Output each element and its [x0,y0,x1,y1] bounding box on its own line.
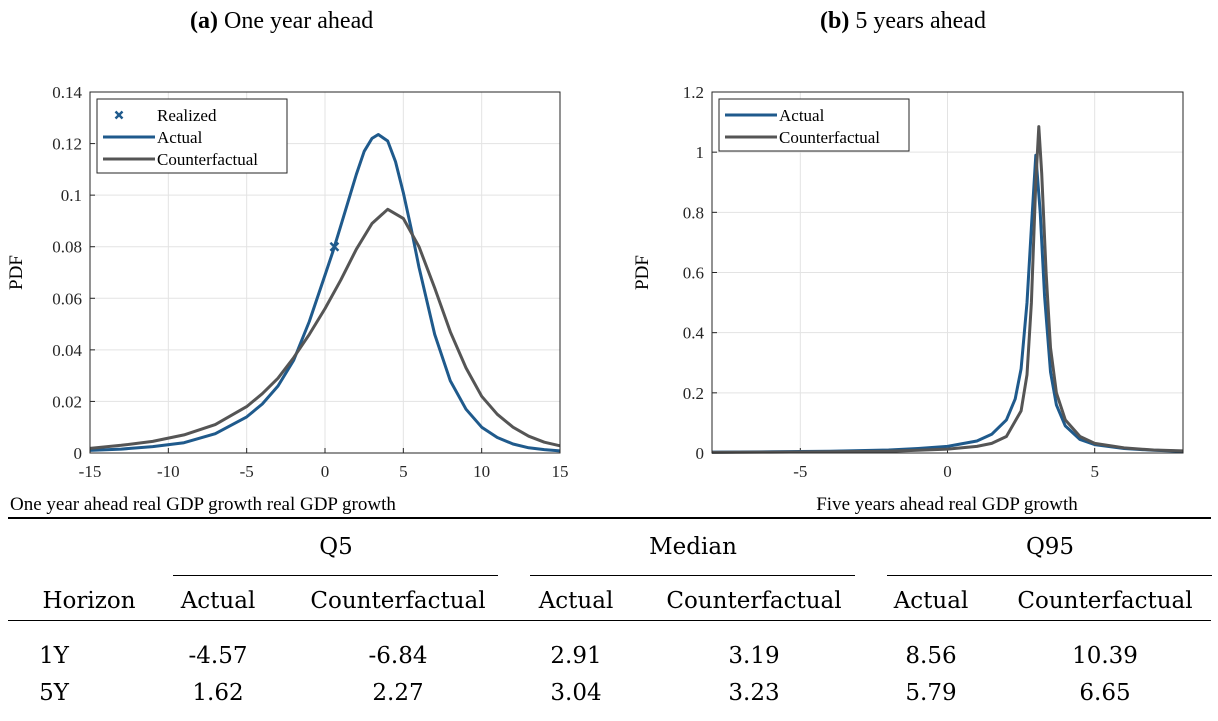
y-tick-label: 0.14 [52,83,82,102]
y-tick-label: 0.1 [61,186,82,205]
plot-frame [89,91,561,454]
x-tick-label: 10 [473,462,490,481]
y-tick-label: 0.04 [52,341,82,360]
y-tick-label: 0.06 [52,289,82,308]
y-tick-label: 0 [74,444,83,463]
table-cell: 3.23 [728,680,780,706]
y-tick-label: 0.6 [683,264,704,283]
table-cell: 3.19 [728,643,780,669]
table-cell: 1Y [39,643,69,669]
table-cell: 2.91 [550,643,602,669]
group-header-q95: Q95 [1025,534,1075,560]
x-tick-label: 0 [943,462,952,481]
y-tick-label: 0.4 [683,324,705,343]
x-tick-label: -5 [240,462,254,481]
series-line-counterfactual [711,125,1184,454]
table-top-rule [8,517,1211,519]
charts-canvas: -15 -10 -5 0 5 10 1500.020.040.060.080.10.120.… [6,83,1184,515]
x-axis-label: One year ahead real GDP growth real GDP … [10,494,396,515]
column-header: Counterfactual [1017,588,1193,614]
y-tick-label: 0 [696,444,705,463]
legend-label: Actual [779,106,825,125]
group-header-q5: Q5 [319,534,353,560]
group-rule-q5 [173,575,498,576]
group-header-median: Median [649,534,737,560]
y-tick-label: 0.08 [52,238,82,257]
table-cell: 3.04 [550,680,602,706]
panel-a-title: (a) One year ahead [190,8,373,35]
table-cell: -4.57 [188,643,248,669]
legend-label: Counterfactual [157,150,258,169]
y-axis-label: PDF [632,255,653,290]
table-cell: 5Y [39,680,69,706]
group-rule-q95 [887,575,1212,576]
x-tick-label: 5 [1090,462,1099,481]
panel-a-letter: (a) [190,8,218,34]
series-line-actual [89,133,561,453]
column-header: Counterfactual [310,588,486,614]
table-cell: 1.62 [192,680,244,706]
x-axis-label: Five years ahead real GDP growth [816,494,1078,515]
table-cell: 8.56 [905,643,957,669]
legend-label: Counterfactual [779,128,880,147]
series-line-counterfactual [89,207,561,450]
plot-frame [711,91,1184,454]
panel-b-title-text: 5 years ahead [855,8,986,34]
x-tick-label: -15 [79,462,102,481]
realized-marker [329,241,340,252]
table-cell: 10.39 [1072,643,1138,669]
x-tick-label: 0 [321,462,330,481]
legend-box [718,98,910,152]
y-tick-label: 0.02 [52,392,82,411]
x-tick-label: -5 [793,462,807,481]
legend-marker [114,110,124,120]
column-header: Actual [180,588,256,614]
panel-b-title: (b) 5 years ahead [820,8,986,35]
column-header: Horizon [42,588,136,614]
column-header: Actual [893,588,969,614]
legend-label: Actual [157,128,203,147]
series-line-actual [711,153,1184,454]
table-cell: 5.79 [905,680,957,706]
column-header: Counterfactual [666,588,842,614]
y-tick-label: 0.12 [52,135,82,154]
x-tick-label: -10 [157,462,180,481]
x-tick-label: 15 [552,462,569,481]
x-tick-label: 5 [399,462,408,481]
y-tick-label: 1.2 [683,83,704,102]
table-cell: 2.27 [372,680,424,706]
y-axis-label: PDF [6,255,27,290]
table-header-rule [8,620,1211,621]
y-tick-label: 0.8 [683,203,704,222]
table-cell: 6.65 [1079,680,1131,706]
panel-a-title-text: One year ahead [223,8,374,34]
table-cell: -6.84 [368,643,428,669]
group-rule-median [530,575,855,576]
panel-b-letter: (b) [820,8,850,34]
column-header: Actual [538,588,614,614]
legend-label: Realized [157,106,217,125]
y-tick-label: 1 [696,143,705,162]
y-tick-label: 0.2 [683,384,704,403]
